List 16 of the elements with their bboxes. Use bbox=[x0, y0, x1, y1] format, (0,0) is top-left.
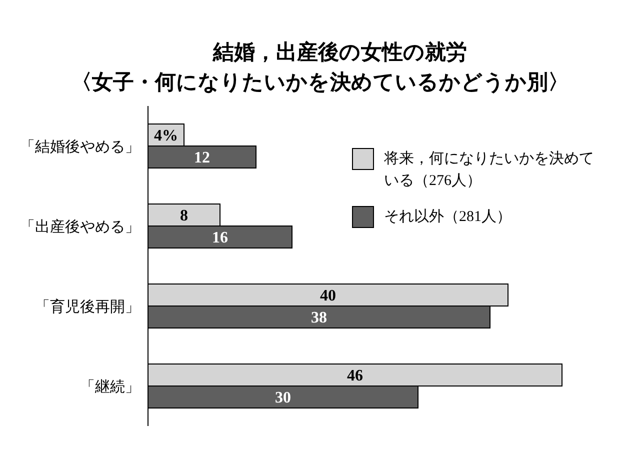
data-label: 4% bbox=[154, 128, 178, 145]
legend-label: それ以外（281人） bbox=[384, 208, 512, 227]
data-label: 16 bbox=[212, 230, 228, 247]
y-tick-label: 「出産後やめる」 bbox=[20, 218, 140, 236]
chart-title: 結婚，出産後の女性の就労 bbox=[212, 39, 468, 66]
y-tick-label: 「育児後再開」 bbox=[35, 298, 140, 316]
legend-label: 将来，何になりたいかを決めている（276人） bbox=[384, 150, 595, 191]
data-label: 30 bbox=[275, 390, 291, 407]
y-tick-label: 「結婚後やめる」 bbox=[20, 138, 140, 156]
data-label: 46 bbox=[347, 368, 363, 385]
chart-subtitle: 〈女子・何になりたいかを決めているかどうか別〉 bbox=[70, 69, 570, 96]
y-tick-label: 「継続」 bbox=[80, 378, 140, 396]
data-label: 40 bbox=[320, 288, 336, 305]
data-label: 8 bbox=[180, 208, 188, 225]
data-label: 12 bbox=[194, 150, 210, 167]
data-label: 38 bbox=[311, 310, 327, 327]
